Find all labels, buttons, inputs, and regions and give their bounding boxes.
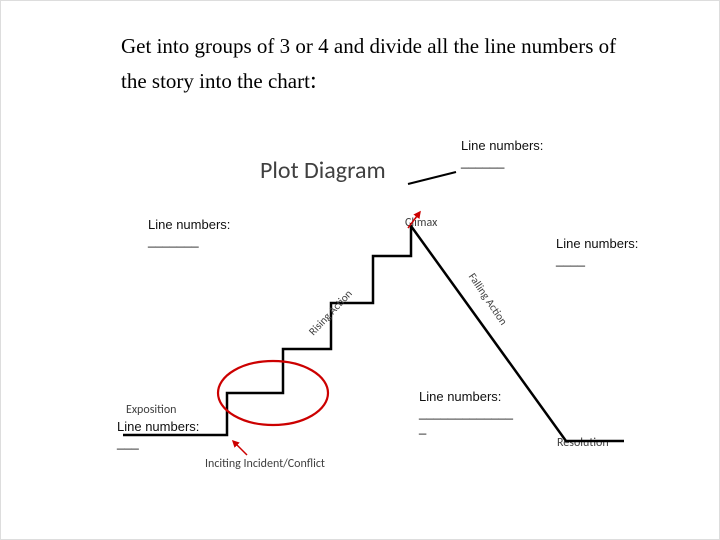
climax-arrow-icon [408, 212, 420, 228]
plot-svg: Rising Action Falling Action [1, 1, 720, 540]
title-underline [408, 172, 456, 184]
stage-falling: Falling Action [466, 271, 510, 328]
inciting-arrow-icon [233, 441, 247, 455]
slide: Get into groups of 3 or 4 and divide all… [0, 0, 720, 540]
plot-path [123, 226, 624, 441]
